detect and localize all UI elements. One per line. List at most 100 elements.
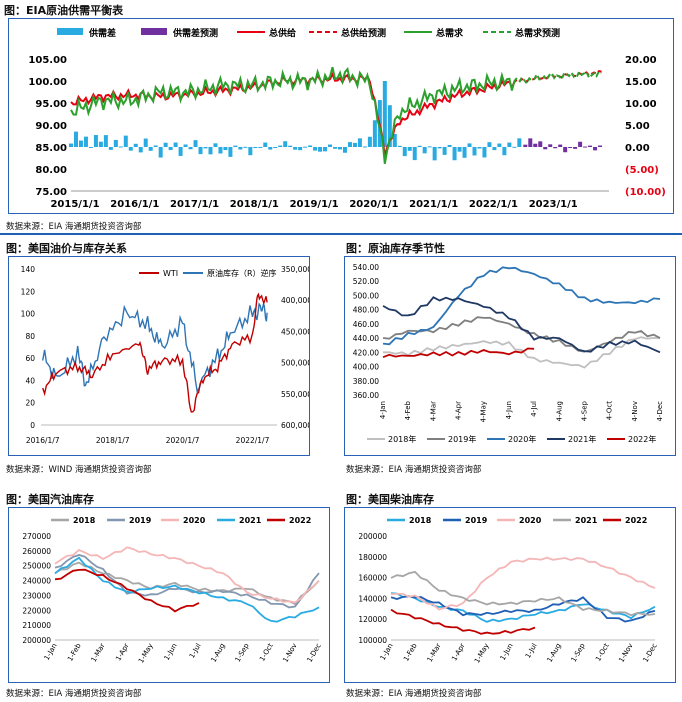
demand-line (70, 66, 518, 164)
y-tick-label: 95.00 (35, 99, 67, 110)
x-tick-label: 1-Dec (306, 642, 323, 664)
x-tick-label: 1-Nov (617, 642, 634, 664)
x-tick-label: 4-Nov (631, 401, 639, 422)
series-line-2018 (54, 561, 320, 606)
demand-forecast-line (518, 69, 602, 86)
y2-tick-label: 450,000 (281, 327, 309, 336)
x-tick-label: 1-Apr (114, 642, 130, 663)
gap-bar (447, 144, 452, 147)
gap-bar (407, 147, 412, 151)
gap-bar (372, 120, 377, 147)
y-tick-label: 90.00 (35, 121, 67, 132)
gap-bar (338, 147, 342, 150)
gap-bar (333, 147, 338, 149)
gap-forecast-bar (598, 145, 603, 147)
x-tick-label: 4-Jan (379, 401, 387, 419)
gap-bar (123, 135, 128, 147)
gap-bar (183, 144, 188, 147)
x-tick-label: 4-Oct (606, 401, 614, 421)
legend-label-0: 供需差 (88, 27, 116, 39)
gap-bar (382, 81, 387, 147)
legend-swatch-1 (141, 28, 167, 35)
diesel-chart: 2000001800001600001400001200001000001-Ja… (358, 516, 658, 665)
series-line-2021年 (382, 296, 661, 354)
gap-forecast-bar (543, 147, 548, 150)
x-tick-label: 1-Jul (188, 642, 203, 660)
gap-bar (417, 145, 422, 147)
y2-tick-label: 10.00 (625, 99, 657, 110)
y2-tick-label: 20.00 (625, 55, 657, 66)
gap-bar (283, 141, 288, 147)
chart-panel-supply-demand: 供需差 供需差预测 总供给 总供给预测 总需求 总需求预测 105.00 100.00 95.0… (8, 18, 674, 214)
gap-bar (422, 147, 427, 154)
y-tick-label: 210000 (22, 621, 51, 630)
gap-bar (93, 135, 98, 147)
y-tick-label: 100.00 (28, 77, 67, 88)
gap-bar (387, 105, 392, 147)
x-tick-label: 4-Sep (580, 400, 588, 421)
x-tick-label: 1-Aug (210, 642, 227, 664)
gap-bar (487, 142, 492, 147)
x-tick-label: 4-Aug (555, 401, 563, 422)
chart-title-supply-demand: 图：EIA原油供需平衡表 (4, 4, 124, 17)
x-tick-label: 1-Jul (524, 642, 539, 660)
gap-bar (128, 147, 133, 151)
y-tick-label: 200000 (358, 532, 387, 541)
source-note-crude-seasonal: 数据来源：EIA 海通期货投资咨询部 (346, 465, 482, 475)
gap-bar (342, 147, 347, 153)
legend-label-0: 2018 (409, 516, 432, 525)
legend-label-1: 供需差预测 (172, 27, 218, 39)
gap-bar (208, 147, 213, 155)
gap-bar (507, 142, 512, 147)
gap-bar (397, 145, 402, 147)
x-tick-label: 1-Jun (163, 642, 179, 662)
gap-bar (467, 143, 472, 147)
gap-bar (153, 145, 158, 147)
x-tick-label: 2016/1/7 (26, 436, 60, 445)
x-tick-label: 1-Jun (499, 642, 515, 662)
x-tick-label: 2022/1/1 (469, 199, 518, 210)
stock-line (42, 302, 268, 394)
x-tick-label: 2018/1/7 (96, 436, 130, 445)
legend-label-3: 2021年 (568, 434, 596, 444)
legend-swatch-0 (57, 28, 83, 35)
gap-bar (198, 147, 203, 155)
gap-bar (452, 147, 457, 161)
x-tick-label: 1-May (473, 642, 491, 665)
gap-bar (293, 147, 298, 150)
legend-label-2: 2020 (183, 516, 206, 525)
gap-bar (278, 145, 283, 147)
gap-bar (178, 147, 183, 156)
legend-label-wti: WTI (163, 269, 178, 278)
gap-bar (502, 147, 507, 156)
gap-bar (492, 147, 497, 151)
gap-bar (138, 147, 143, 153)
gap-bar (477, 147, 482, 149)
legend-label-4: 总需求 (436, 27, 464, 39)
source-note-diesel: 数据来源：EIA 海通期货投资咨询部 (346, 689, 482, 699)
gap-bar (497, 143, 502, 147)
x-tick-label: 1-Mar (426, 642, 443, 664)
y-tick-label: 250000 (22, 562, 51, 571)
x-tick-label: 1-Nov (281, 642, 298, 664)
gap-bar (98, 141, 103, 147)
y-tick-label: 260000 (22, 547, 51, 556)
x-tick-label: 4-May (480, 401, 488, 422)
gap-bar (427, 146, 432, 148)
y2-tick-label: (10.00) (625, 187, 666, 198)
source-note-price-stock: 数据来源：WIND 海通期货投资咨询部 (6, 465, 152, 475)
x-tick-label: 4-Jul (530, 401, 538, 417)
series-line-2019 (54, 554, 320, 609)
gap-bar (158, 147, 163, 158)
source-note-gasoline: 数据来源：EIA 海通期货投资咨询部 (6, 689, 142, 699)
y-tick-label: 380.00 (353, 377, 379, 386)
gap-bar (88, 147, 93, 148)
gap-bar (313, 147, 318, 151)
gap-bar (253, 147, 258, 148)
y-tick-label: 120000 (358, 615, 387, 624)
legend-label-0: 2018年 (388, 434, 416, 444)
legend-label-1: 2019年 (448, 434, 476, 444)
legend-label-2: 2020 (519, 516, 542, 525)
chart-panel-diesel: 200000 180000 160000 140000 120000 100000 1-Ja… (344, 507, 676, 683)
chart-panel-crude-seasonal: 540.00 520.00 500.00 480.00 460.00 440.00 420.… (344, 256, 676, 456)
